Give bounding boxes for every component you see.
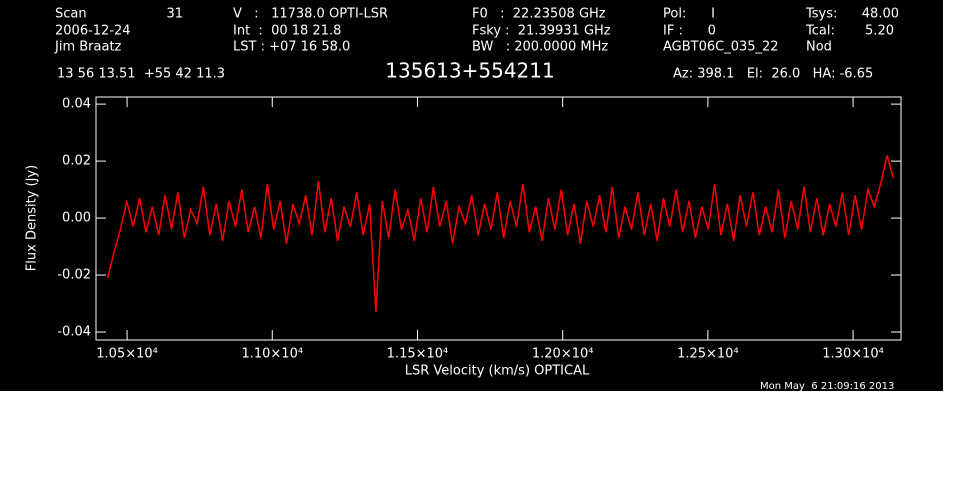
header-text: F0 : 22.23508 GHz (472, 7, 606, 22)
header-text: Fsky : 21.39931 GHz (472, 24, 611, 39)
header-text: Nod (806, 40, 832, 55)
y-tick-label: 0.02 (62, 154, 91, 169)
y-axis-label: Flux Density (Jy) (25, 165, 40, 271)
y-tick-label: 0.04 (62, 97, 91, 112)
header-text: AGBT06C_035_22 (663, 40, 779, 55)
header-text: BW : 200.0000 MHz (472, 40, 608, 55)
x-tick-label: 1.05×10⁴ (96, 347, 158, 362)
header-text: 5.20 (865, 24, 894, 39)
x-tick-label: 1.30×10⁴ (822, 347, 884, 362)
x-tick-label: 1.10×10⁴ (241, 347, 303, 362)
x-tick-label: 1.20×10⁴ (532, 347, 594, 362)
header-text: Int : 00 18 21.8 (233, 24, 341, 39)
header-text: Scan (55, 7, 87, 22)
chart-title: 135613+554211 (385, 59, 554, 83)
header-text: IF : 0 (663, 24, 716, 39)
x-tick-label: 1.25×10⁴ (677, 347, 739, 362)
header-text: 2006-12-24 (55, 24, 131, 39)
header-text: Tcal: (805, 24, 835, 39)
header-text: Mon May 6 21:09:16 2013 (760, 381, 894, 392)
header-text: 13 56 13.51 +55 42 11.3 (57, 67, 225, 82)
header-text: Tsys: (805, 7, 837, 22)
x-tick-label: 1.15×10⁴ (387, 347, 449, 362)
header-text: Az: 398.1 El: 26.0 HA: -6.65 (673, 67, 873, 82)
header-text: Jim Braatz (54, 40, 122, 55)
header-text: V : 11738.0 OPTI-LSR (233, 7, 388, 22)
x-axis-label: LSR Velocity (km/s) OPTICAL (405, 364, 590, 379)
spectrum-line (106, 155, 895, 313)
header-text: Pol: I (663, 7, 715, 22)
y-tick-label: -0.02 (57, 268, 91, 283)
header-text: 31 (166, 7, 183, 22)
header-text: 48.00 (862, 7, 899, 22)
y-tick-label: 0.00 (62, 211, 91, 226)
y-tick-label: -0.04 (57, 325, 91, 340)
header-text: LST : +07 16 58.0 (233, 40, 350, 55)
